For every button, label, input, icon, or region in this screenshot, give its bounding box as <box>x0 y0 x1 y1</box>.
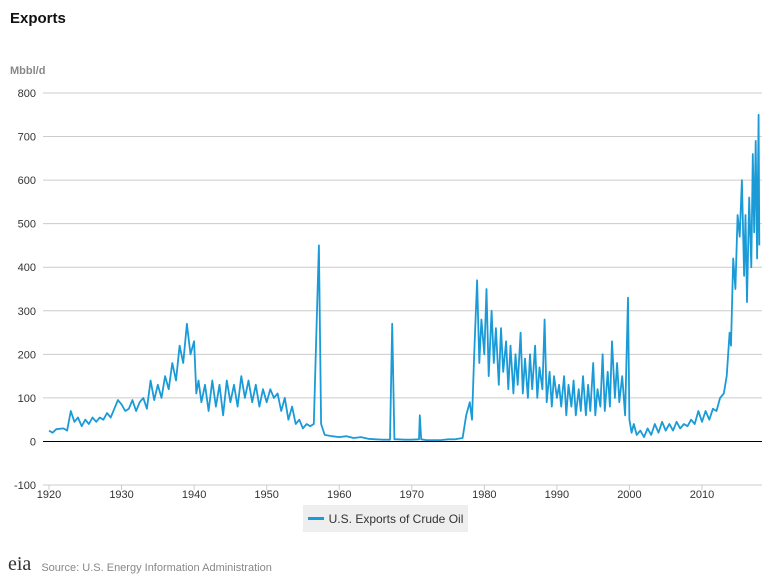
y-tick-label: 500 <box>18 219 36 231</box>
x-tick-label: 1960 <box>327 489 351 501</box>
y-tick-label: 100 <box>18 393 36 405</box>
x-tick-label: 2010 <box>690 489 714 501</box>
source-text: Source: U.S. Energy Information Administ… <box>41 561 272 574</box>
y-tick-label: 800 <box>18 88 36 100</box>
y-tick-label: 400 <box>18 262 36 274</box>
x-tick-label: 1990 <box>545 489 569 501</box>
legend[interactable]: U.S. Exports of Crude Oil <box>303 505 468 532</box>
x-tick-label: 1950 <box>254 489 278 501</box>
series-line-crude-oil-exports <box>48 113 761 442</box>
x-tick-label: 1970 <box>400 489 424 501</box>
y-tick-label: 0 <box>30 436 36 448</box>
x-tick-label: 1930 <box>109 489 133 501</box>
eia-logo: eia <box>8 553 32 575</box>
y-tick-label: 600 <box>18 175 36 187</box>
x-tick-label: 1980 <box>472 489 496 501</box>
legend-swatch <box>307 517 324 520</box>
y-tick-label: 200 <box>18 349 36 361</box>
y-tick-label: 700 <box>18 132 36 144</box>
y-tick-label: 300 <box>18 306 36 318</box>
footer: eia Source: U.S. Energy Information Admi… <box>8 553 272 579</box>
x-tick-label: 1920 <box>37 489 61 501</box>
legend-label: U.S. Exports of Crude Oil <box>328 511 464 526</box>
y-axis-label: Mbbl/d <box>10 65 46 77</box>
chart-title: Exports <box>10 10 66 27</box>
y-tick-label: -100 <box>14 480 36 492</box>
x-tick-label: 1940 <box>182 489 206 501</box>
x-tick-label: 2000 <box>617 489 641 501</box>
